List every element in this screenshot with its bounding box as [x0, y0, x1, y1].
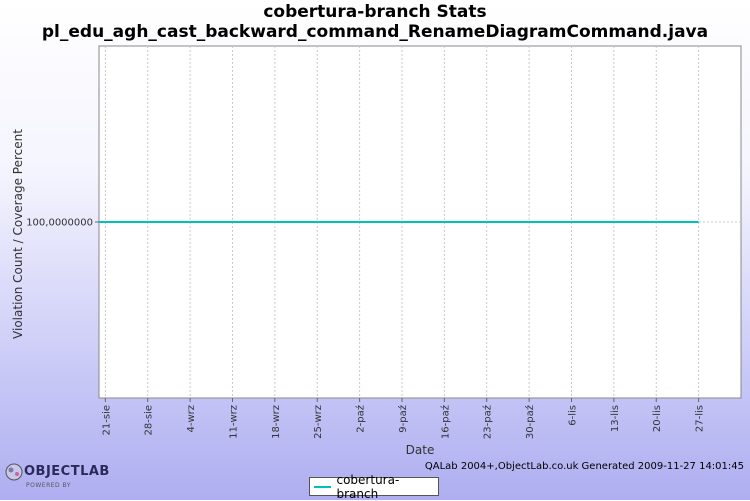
x-tick-label: 2-paź	[355, 405, 367, 433]
chart-subtitle: pl_edu_agh_cast_backward_command_RenameD…	[41, 22, 709, 42]
x-tick-label: 6-lis	[567, 405, 578, 426]
legend-swatch	[314, 485, 332, 488]
y-axis-label: Violation Count / Coverage Percent	[11, 129, 25, 339]
generated-footer: QALab 2004+,ObjectLab.co.uk Generated 20…	[424, 461, 744, 472]
x-tick-label: 11-wrz	[228, 405, 239, 439]
objectlab-logo: OBJECTLAB POWERED BY	[4, 462, 109, 496]
x-tick-label: 4-wrz	[186, 405, 197, 433]
x-tick-label: 25-wrz	[313, 405, 324, 439]
x-tick-label: 23-paź	[482, 405, 494, 439]
x-tick-label: 13-lis	[610, 405, 621, 432]
x-tick-label: 21-sie	[101, 405, 112, 435]
legend: cobertura-branch	[309, 473, 439, 501]
y-ticks: 100,0000000	[26, 218, 99, 229]
x-tick-label: 28-sie	[144, 405, 155, 435]
y-tick-label: 100,0000000	[26, 218, 93, 229]
legend-label: cobertura-branch	[336, 472, 400, 501]
x-tick-label: 9-paź	[397, 405, 409, 433]
logo-icon	[5, 463, 23, 481]
x-axis-label: Date	[406, 443, 435, 457]
logo-subtext: POWERED BY	[26, 482, 72, 489]
x-tick-label: 16-paź	[439, 405, 451, 439]
x-tick-label: 30-paź	[524, 405, 536, 439]
logo-text: OBJECTLAB	[24, 464, 110, 479]
chart-title: cobertura-branch Stats	[263, 2, 487, 22]
x-tick-label: 18-wrz	[271, 405, 282, 439]
x-ticks: 21-sie 28-sie 4-wrz 11-wrz 18-wrz 25-wrz 2-paź…	[101, 398, 706, 439]
x-tick-label: 20-lis	[652, 405, 663, 432]
x-tick-label: 27-lis	[695, 405, 706, 432]
